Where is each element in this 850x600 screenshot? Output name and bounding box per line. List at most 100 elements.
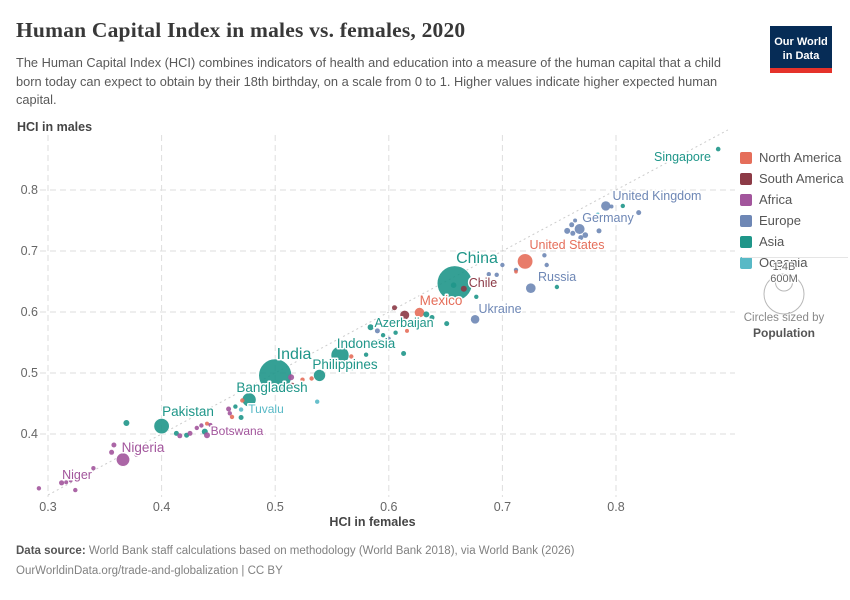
data-point[interactable] [227, 411, 232, 416]
data-point-ukraine[interactable] [470, 315, 480, 324]
data-point[interactable] [315, 399, 320, 404]
data-point[interactable] [636, 210, 642, 216]
data-point[interactable] [386, 336, 391, 341]
data-point[interactable] [514, 269, 518, 274]
country-label: Chile [469, 276, 498, 290]
legend-item-south_america[interactable]: South America [740, 168, 844, 189]
legend-item-africa[interactable]: Africa [740, 189, 844, 210]
data-point[interactable] [429, 315, 435, 320]
data-point[interactable] [68, 478, 73, 483]
data-point[interactable] [573, 218, 578, 223]
data-point-mexico[interactable] [414, 307, 425, 318]
data-point-chile[interactable] [460, 285, 467, 292]
data-point[interactable] [482, 279, 487, 284]
data-point[interactable] [392, 305, 397, 311]
data-point[interactable] [349, 354, 354, 359]
data-point[interactable] [380, 333, 386, 338]
data-point[interactable] [554, 284, 560, 290]
country-label: India [277, 346, 312, 363]
data-point[interactable] [486, 272, 491, 277]
data-point[interactable] [578, 235, 584, 241]
data-point[interactable] [400, 310, 410, 320]
data-point[interactable] [226, 406, 232, 412]
license-link-line[interactable]: OurWorldinData.org/trade-and-globalizati… [16, 565, 283, 577]
data-point[interactable] [300, 377, 305, 382]
data-point[interactable] [620, 203, 625, 209]
data-point[interactable] [289, 382, 295, 388]
data-point[interactable] [199, 423, 204, 428]
data-point[interactable] [423, 311, 430, 318]
data-point[interactable] [238, 415, 244, 420]
data-point[interactable] [111, 442, 117, 448]
data-point[interactable] [109, 449, 115, 455]
legend-item-asia[interactable]: Asia [740, 231, 844, 252]
data-point[interactable] [229, 414, 235, 420]
data-point[interactable] [494, 272, 499, 277]
data-point[interactable] [73, 487, 78, 493]
data-point[interactable] [365, 361, 370, 366]
data-point[interactable] [194, 425, 199, 431]
data-point[interactable] [187, 430, 193, 436]
size-legend: 1.4B 600M [763, 260, 805, 315]
data-point-russia[interactable] [526, 283, 536, 293]
owid-logo: Our World in Data [770, 26, 832, 73]
data-point-united-states[interactable] [517, 253, 534, 270]
data-point[interactable] [569, 222, 575, 228]
data-point[interactable] [123, 420, 130, 426]
data-point[interactable] [134, 452, 139, 457]
data-point[interactable] [401, 351, 407, 356]
data-point[interactable] [129, 441, 135, 447]
data-point[interactable] [240, 398, 245, 403]
data-point[interactable] [474, 294, 479, 299]
x-axis-title: HCI in females [329, 515, 416, 529]
data-point[interactable] [542, 253, 547, 258]
data-point-botswana[interactable] [204, 432, 210, 439]
data-point-germany[interactable] [574, 224, 585, 234]
data-point[interactable] [91, 466, 96, 471]
data-point-philippines[interactable] [313, 369, 326, 382]
data-point[interactable] [570, 230, 576, 236]
country-label: Niger [62, 468, 92, 482]
data-point-united-kingdom[interactable] [601, 201, 611, 211]
data-point[interactable] [377, 339, 382, 344]
data-point[interactable] [544, 262, 549, 268]
owid-logo-line2: in Data [782, 50, 820, 63]
data-source-text: World Bank staff calculations based on m… [85, 545, 575, 557]
data-point[interactable] [596, 228, 602, 234]
data-point[interactable] [363, 352, 369, 357]
size-legend-small-circle [775, 273, 793, 292]
legend-label: South America [759, 171, 844, 186]
data-point[interactable] [595, 212, 601, 218]
data-point[interactable] [64, 480, 69, 485]
data-point[interactable] [582, 232, 589, 238]
data-point[interactable] [444, 321, 450, 327]
page-title: Human Capital Index in males vs. females… [16, 18, 466, 42]
data-point[interactable] [36, 486, 42, 491]
data-point-singapore[interactable] [715, 146, 721, 152]
data-point[interactable] [233, 404, 238, 409]
legend-item-europe[interactable]: Europe [740, 210, 844, 231]
data-point[interactable] [500, 262, 505, 268]
country-label: United Kingdom [613, 189, 702, 203]
data-point[interactable] [208, 422, 213, 427]
data-point[interactable] [309, 376, 314, 381]
legend-item-oceania[interactable]: Oceania [740, 252, 844, 273]
data-point[interactable] [405, 328, 409, 333]
data-point-azerbaijan[interactable] [367, 324, 374, 331]
data-point-indonesia[interactable] [330, 346, 350, 365]
data-point[interactable] [609, 204, 614, 209]
data-point-tuvalu[interactable] [238, 407, 244, 412]
data-point-pakistan[interactable] [153, 418, 170, 435]
data-point[interactable] [288, 374, 295, 381]
data-point[interactable] [205, 421, 209, 426]
data-point[interactable] [564, 227, 571, 234]
legend-item-north_america[interactable]: North America [740, 147, 844, 168]
data-point[interactable] [450, 282, 457, 288]
data-point[interactable] [177, 433, 183, 439]
data-point[interactable] [374, 328, 380, 334]
data-point-niger[interactable] [59, 480, 65, 486]
data-point[interactable] [393, 330, 398, 335]
data-point[interactable] [350, 365, 355, 371]
data-point-nigeria[interactable] [116, 452, 131, 467]
scatter-plot[interactable]: 0.3 0.4 0.5 0.6 0.7 0.8 0.4 0.5 0.6 0.7 0.8 Singapo… [0, 125, 745, 525]
